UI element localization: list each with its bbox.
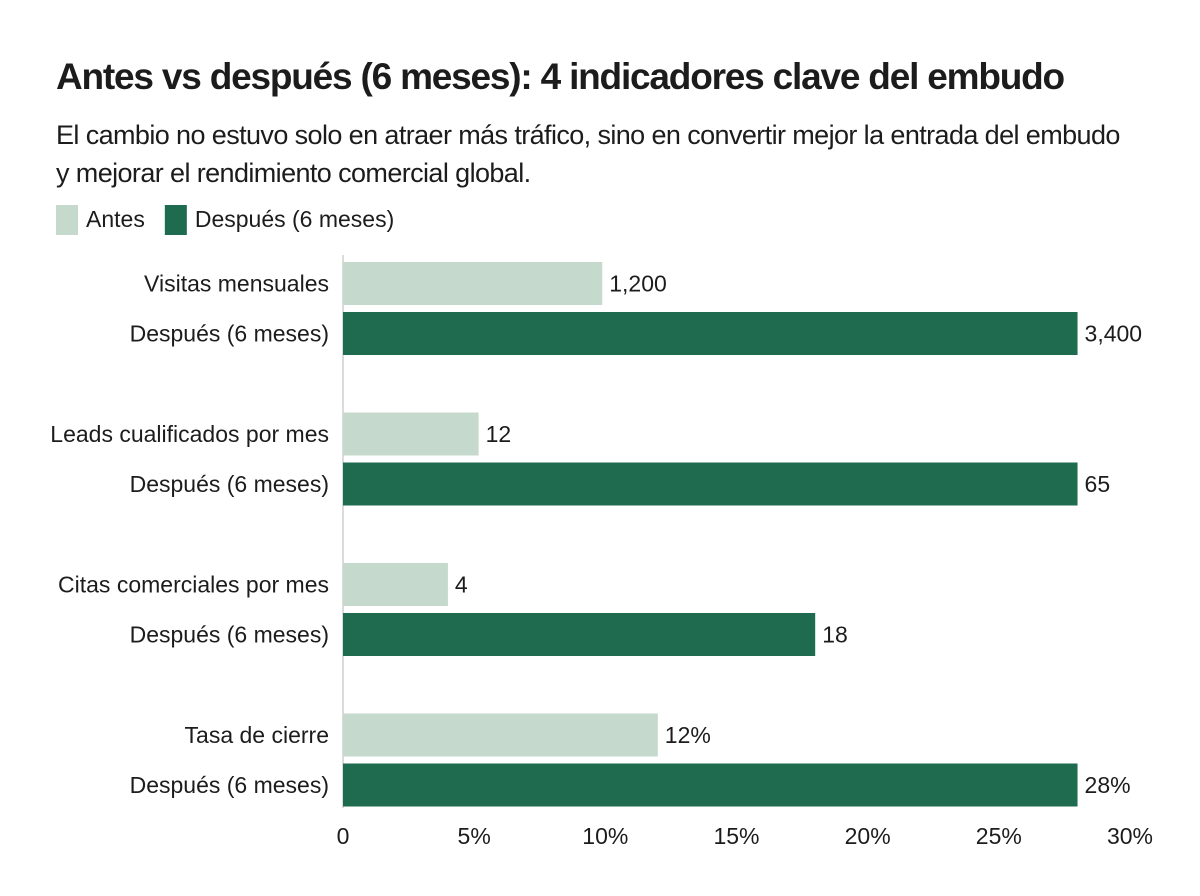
legend-swatch [164,205,187,235]
y-tick-label: Leads cualificados por mes [50,421,329,447]
x-tick-label: 5% [458,823,491,849]
legend-swatch [56,205,78,235]
bar [343,462,1078,506]
bar [343,763,1078,807]
value-label: 1,200 [609,271,667,297]
value-label: 3,400 [1085,321,1143,347]
bar [343,312,1078,355]
x-tick-label: 30% [1107,823,1153,849]
bar [343,412,479,456]
x-tick-label: 15% [713,823,759,849]
chart-title: Antes vs después (6 meses): 4 indicadore… [56,56,1065,97]
x-tick-label: 10% [582,823,628,849]
y-tick-label: Visitas mensuales [144,271,329,297]
value-label: 12 [486,421,512,447]
value-label: 28% [1085,772,1131,798]
value-label: 18 [822,622,848,648]
y-tick-label: Tasa de cierre [185,722,329,748]
y-tick-label: Después (6 meses) [130,772,329,798]
bar [343,563,448,606]
bar [343,713,658,757]
y-tick-label: Después (6 meses) [130,471,329,497]
y-tick-label: Después (6 meses) [130,321,329,347]
value-label: 12% [665,722,711,748]
value-label: 4 [455,572,468,598]
x-tick-label: 25% [976,823,1022,849]
bar [343,613,816,656]
x-tick-label: 0 [337,823,350,849]
bar [343,262,603,305]
legend-label: Después (6 meses) [195,206,394,232]
y-tick-label: Citas comerciales por mes [58,572,329,598]
x-tick-label: 20% [845,823,891,849]
legend-label: Antes [86,206,145,232]
value-label: 65 [1085,471,1111,497]
y-tick-label: Después (6 meses) [130,622,329,648]
chart-subtitle: El cambio no estuvo solo en atraer más t… [56,120,1120,188]
